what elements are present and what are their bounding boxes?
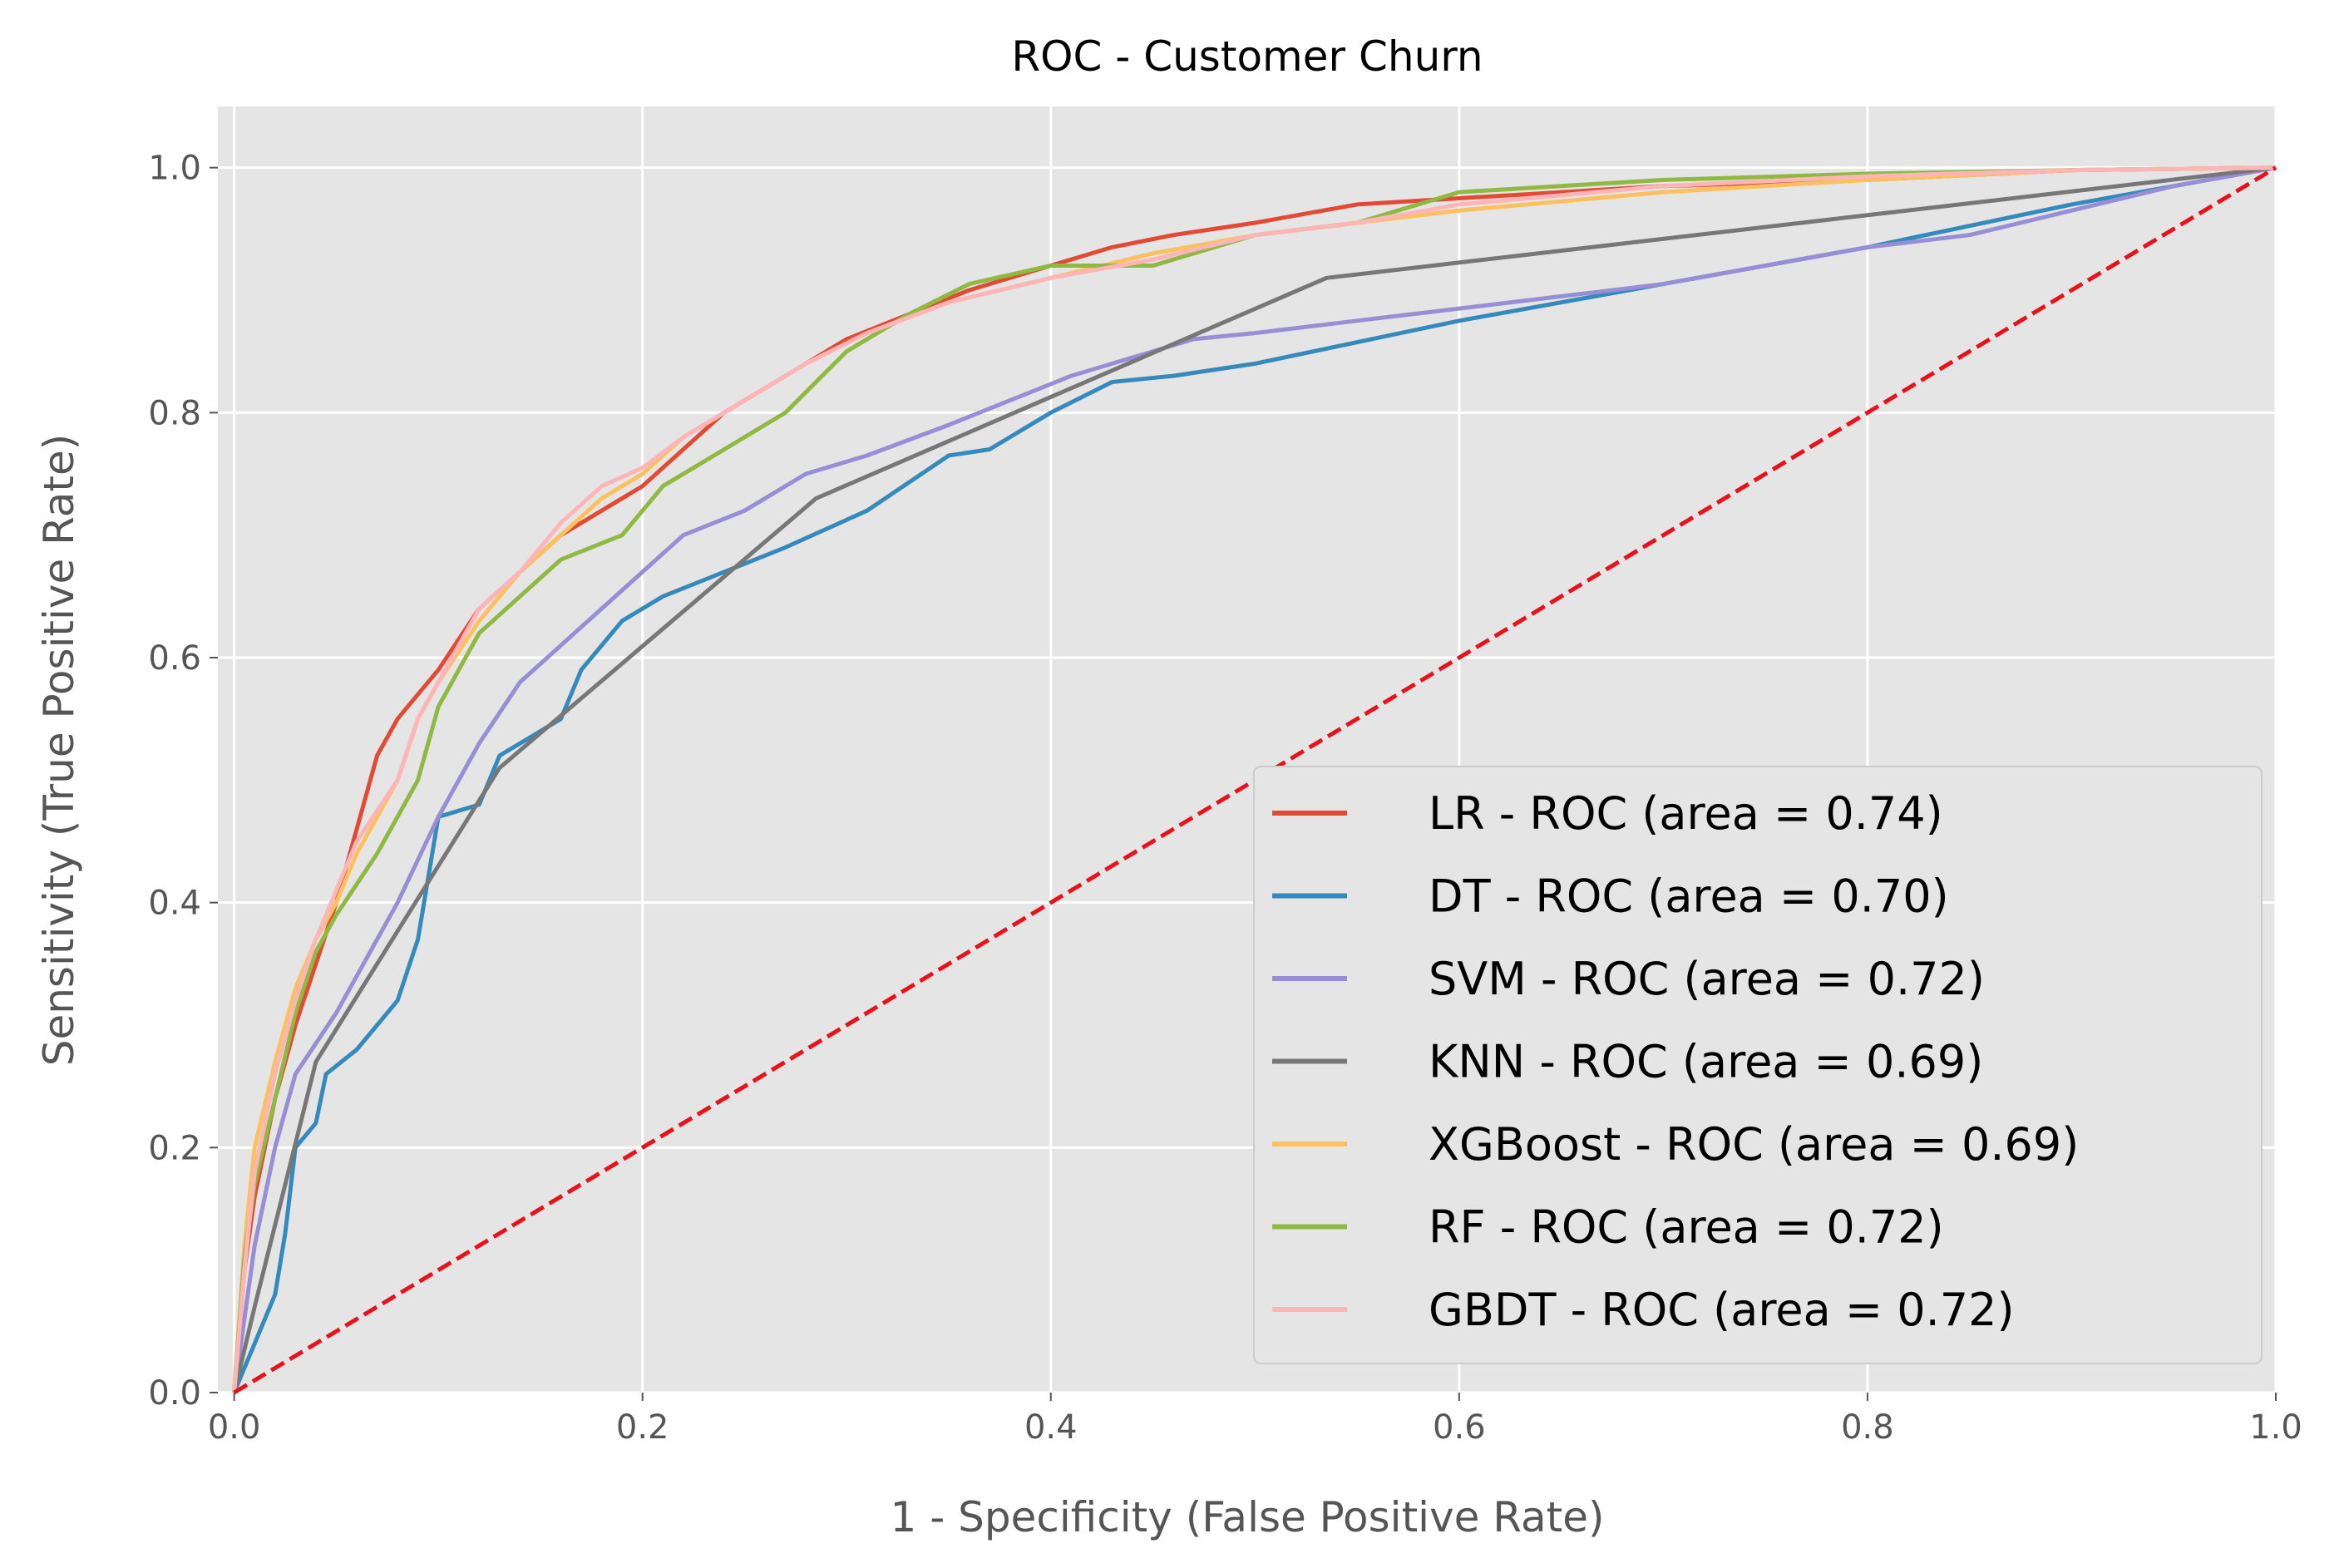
x-tick-label: 0.0	[208, 1408, 261, 1447]
x-tick-label: 0.6	[1433, 1408, 1486, 1447]
series-line	[232, 165, 2277, 1393]
legend-entry: GBDT - ROC (area = 0.72)	[1429, 1284, 2015, 1336]
y-tick-label: 1.0	[148, 150, 201, 188]
x-axis-label: 1 - Specificity (False Positive Rate)	[891, 1493, 1605, 1541]
legend-entry: SVM - ROC (area = 0.72)	[1429, 953, 1985, 1005]
legend-items: LR - ROC (area = 0.74) DT - ROC (area = 0…	[1272, 787, 2079, 1336]
y-axis-label: Sensitivity (True Positive Rate)	[35, 434, 83, 1067]
x-tick-label: 0.4	[1024, 1408, 1078, 1447]
legend-entry: XGBoost - ROC (area = 0.69)	[1429, 1118, 2079, 1171]
y-ticks: 0.0 0.2 0.4 0.6 0.8 1.0	[148, 150, 218, 1413]
legend-entry: DT - ROC (area = 0.70)	[1429, 870, 1949, 923]
series-line	[232, 165, 2277, 1393]
x-ticks: 0.0 0.2 0.4 0.6 0.8 1.0	[208, 1393, 2302, 1447]
series-layer	[232, 165, 2277, 1395]
y-tick-label: 0.0	[148, 1374, 201, 1413]
y-tick-label: 0.6	[148, 639, 201, 678]
series-line	[232, 165, 2277, 1393]
legend-entry: RF - ROC (area = 0.72)	[1429, 1201, 1944, 1254]
x-tick-label: 1.0	[2249, 1408, 2302, 1447]
x-tick-label: 0.2	[616, 1408, 669, 1447]
series-line	[232, 165, 2277, 1393]
x-tick-label: 0.8	[1841, 1408, 1894, 1447]
y-tick-label: 0.4	[148, 885, 201, 923]
series-line	[232, 165, 2277, 1393]
legend-box	[1253, 766, 2263, 1364]
chart-title: ROC - Customer Churn	[1011, 32, 1483, 81]
y-tick-label: 0.8	[148, 394, 201, 432]
y-tick-label: 0.2	[148, 1129, 201, 1167]
legend-entry: LR - ROC (area = 0.74)	[1429, 787, 1943, 840]
legend: LR - ROC (area = 0.74) DT - ROC (area = 0…	[1253, 766, 2263, 1364]
legend-entry: KNN - ROC (area = 0.69)	[1429, 1036, 1983, 1088]
